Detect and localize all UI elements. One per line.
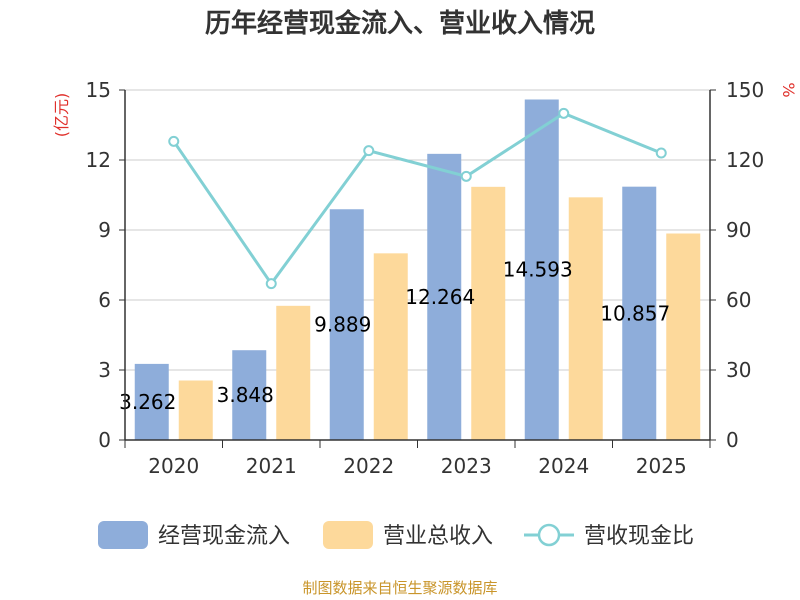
bar-label-group: 3.262 3.848 9.889 12.264 14.593 10.857 <box>119 258 670 414</box>
ratio-point[interactable] <box>655 147 667 159</box>
source-note: 制图数据来自恒生聚源数据库 <box>302 579 497 597</box>
bar-cash-inflow[interactable] <box>134 363 169 440</box>
legend-label: 营收现金比 <box>584 524 694 549</box>
bar-revenue[interactable] <box>568 197 603 440</box>
bar-cash-inflow[interactable] <box>524 99 559 440</box>
legend-label: 经营现金流入 <box>158 524 290 549</box>
bar-revenue[interactable] <box>178 380 213 441</box>
x-tick-label: 2020 <box>148 454 199 478</box>
bar-revenue[interactable] <box>471 186 506 440</box>
right-axis-unit: % <box>779 82 798 97</box>
legend-item[interactable]: 经营现金流入 <box>98 521 290 549</box>
right-tick-label: 90 <box>726 218 751 242</box>
bar-value-label: 14.593 <box>503 258 573 282</box>
x-tick-label: 2025 <box>636 454 687 478</box>
right-tick-label: 60 <box>726 288 751 312</box>
legend-label: 营业总收入 <box>383 524 493 549</box>
bar-cash-inflow[interactable] <box>622 186 657 440</box>
x-tick-label: 2024 <box>538 454 589 478</box>
bar-revenue[interactable] <box>373 253 408 440</box>
ratio-point[interactable] <box>558 107 570 119</box>
ratio-point[interactable] <box>265 278 277 290</box>
left-tick-label: 12 <box>86 148 111 172</box>
ratio-line <box>172 111 662 287</box>
bar-revenue[interactable] <box>666 233 701 441</box>
bar-group <box>134 99 701 441</box>
line-series-group <box>168 107 667 290</box>
bar-value-label: 10.857 <box>600 301 670 325</box>
left-tick-label: 9 <box>98 218 111 242</box>
x-tick-label: 2023 <box>441 454 492 478</box>
legend-item[interactable]: 营收现金比 <box>524 523 694 549</box>
bar-value-label: 3.262 <box>119 390 176 414</box>
chart-title: 历年经营现金流入、营业收入情况 <box>205 8 595 39</box>
legend-item[interactable]: 营业总收入 <box>323 521 493 549</box>
left-tick-label: 15 <box>86 78 111 102</box>
left-tick-label: 0 <box>98 428 111 452</box>
ratio-point[interactable] <box>460 170 472 182</box>
right-tick-label: 30 <box>726 358 751 382</box>
legend-swatch <box>98 521 148 549</box>
right-tick-label: 150 <box>726 78 764 102</box>
bar-cash-inflow[interactable] <box>427 153 462 440</box>
left-tick-label: 6 <box>98 288 111 312</box>
x-tick-label: 2022 <box>343 454 394 478</box>
right-tick-label: 0 <box>726 428 739 452</box>
bar-value-label: 12.264 <box>405 285 475 309</box>
grid-lines <box>125 89 710 371</box>
legend[interactable]: 经营现金流入 营业总收入 营收现金比 <box>98 521 694 549</box>
ratio-point[interactable] <box>363 145 375 157</box>
right-tick-label: 120 <box>726 148 764 172</box>
left-tick-label: 3 <box>98 358 111 382</box>
bar-cash-inflow[interactable] <box>232 350 267 440</box>
bar-value-label: 3.848 <box>217 383 274 407</box>
legend-marker <box>537 523 561 547</box>
left-axis-unit: (亿元) <box>52 93 71 138</box>
bar-cash-inflow[interactable] <box>329 209 364 440</box>
bar-revenue[interactable] <box>276 305 311 440</box>
legend-swatch <box>323 521 373 549</box>
ratio-point[interactable] <box>168 135 180 147</box>
x-tick-label: 2021 <box>246 454 297 478</box>
bar-value-label: 9.889 <box>314 313 371 337</box>
